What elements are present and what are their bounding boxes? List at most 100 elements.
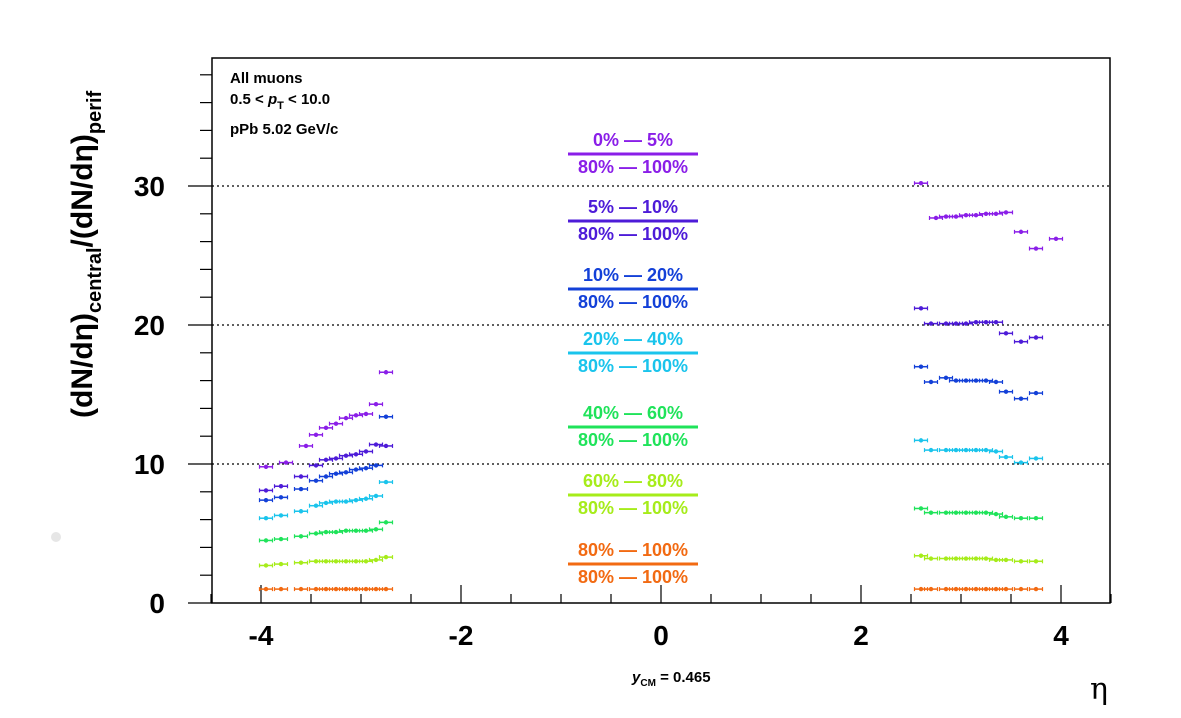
data-point-backward bbox=[333, 421, 339, 426]
legend-numerator: 40% — 60% bbox=[583, 403, 683, 423]
data-point-forward bbox=[993, 557, 999, 563]
pt-subscript: T bbox=[277, 100, 284, 112]
y-tick-label: 30 bbox=[134, 171, 165, 202]
legend-denominator: 80% — 100% bbox=[578, 498, 688, 518]
data-point-forward bbox=[953, 586, 959, 592]
data-point-backward bbox=[323, 425, 329, 431]
data-point-forward bbox=[918, 181, 924, 186]
data-point-forward bbox=[1003, 210, 1009, 215]
data-point-forward bbox=[1003, 514, 1009, 520]
data-point-forward bbox=[953, 378, 959, 383]
axis-ticks bbox=[188, 74, 1112, 604]
legend-denominator: 80% — 100% bbox=[578, 430, 688, 450]
data-point-backward bbox=[373, 527, 379, 532]
ycm-value: = 0.465 bbox=[656, 669, 711, 686]
legend-entry-0: 0% — 5% 80% — 100% bbox=[568, 130, 698, 177]
data-point-backward bbox=[343, 415, 349, 421]
legend-numerator: 60% — 80% bbox=[583, 471, 683, 491]
data-point-forward bbox=[918, 553, 924, 558]
data-point-backward bbox=[353, 559, 359, 564]
data-point-backward bbox=[353, 452, 359, 457]
data-point-backward bbox=[333, 471, 339, 476]
data-point-backward bbox=[373, 493, 379, 499]
ratio-legend: 0% — 5%80% — 100%5% — 10%80% — 100%10% —… bbox=[568, 130, 698, 587]
data-point-backward bbox=[363, 449, 369, 454]
legend-numerator: 20% — 40% bbox=[583, 329, 683, 349]
data-point-forward bbox=[918, 506, 924, 511]
ycm-symbol: y bbox=[631, 669, 641, 686]
data-point-backward bbox=[323, 500, 329, 506]
x-tick-label: -4 bbox=[249, 620, 274, 651]
data-point-forward bbox=[973, 212, 979, 218]
data-point-forward bbox=[993, 379, 999, 385]
data-point-backward bbox=[278, 536, 284, 542]
data-point-forward bbox=[953, 214, 959, 219]
legend-denominator: 80% — 100% bbox=[578, 356, 688, 376]
data-point-forward bbox=[983, 211, 989, 216]
data-point-forward bbox=[1033, 390, 1039, 396]
series-3 bbox=[258, 438, 1044, 521]
data-point-backward bbox=[383, 520, 389, 525]
data-point-forward bbox=[963, 447, 969, 453]
data-point-forward bbox=[973, 320, 979, 325]
data-point-backward bbox=[373, 442, 379, 447]
data-point-forward bbox=[963, 556, 969, 561]
data-point-forward bbox=[963, 510, 969, 515]
smudge-mark bbox=[51, 532, 61, 542]
data-point-backward bbox=[313, 463, 319, 468]
data-point-forward bbox=[963, 586, 969, 592]
data-point-backward bbox=[298, 534, 304, 539]
data-point-forward bbox=[918, 306, 924, 311]
data-point-backward bbox=[343, 528, 349, 533]
data-point-forward bbox=[928, 510, 934, 515]
data-point-backward bbox=[333, 529, 339, 535]
data-point-backward bbox=[323, 474, 329, 479]
data-point-forward bbox=[1018, 516, 1024, 521]
data-point-backward bbox=[373, 586, 379, 592]
data-point-forward bbox=[943, 375, 949, 381]
data-point-forward bbox=[1033, 456, 1039, 461]
x-tick-label: 4 bbox=[1053, 620, 1069, 651]
data-point-forward bbox=[993, 320, 999, 325]
y-label-part-1: (dN/dη) bbox=[66, 313, 99, 418]
legend-entry-3: 20% — 40% 80% — 100% bbox=[568, 329, 698, 376]
data-point-backward bbox=[353, 528, 359, 533]
data-point-forward bbox=[928, 586, 934, 592]
data-point-backward bbox=[298, 486, 304, 492]
data-point-backward bbox=[313, 432, 319, 438]
data-point-forward bbox=[1003, 389, 1009, 394]
pt-symbol: p bbox=[267, 91, 277, 108]
data-point-backward bbox=[353, 467, 359, 472]
data-point-backward bbox=[263, 538, 269, 543]
data-point-forward bbox=[973, 378, 979, 383]
data-point-forward bbox=[928, 447, 934, 453]
data-point-backward bbox=[373, 557, 379, 563]
data-point-forward bbox=[1018, 339, 1024, 344]
data-point-backward bbox=[278, 586, 284, 592]
data-point-forward bbox=[1003, 557, 1009, 563]
data-point-backward bbox=[333, 586, 339, 592]
data-point-backward bbox=[298, 586, 304, 592]
y-tick-label: 0 bbox=[149, 588, 165, 619]
data-point-forward bbox=[943, 214, 949, 219]
data-point-backward bbox=[383, 554, 389, 560]
data-point-backward bbox=[313, 586, 319, 592]
data-point-forward bbox=[1018, 229, 1024, 235]
data-point-forward bbox=[973, 586, 979, 592]
data-point-backward bbox=[323, 529, 329, 535]
x-tick-label: 2 bbox=[853, 620, 869, 651]
data-point-backward bbox=[343, 470, 349, 475]
data-point-forward bbox=[1018, 586, 1024, 592]
data-point-backward bbox=[283, 460, 289, 465]
ycm-annotation: yCM = 0.465 bbox=[631, 669, 711, 689]
y-tick-label: 20 bbox=[134, 310, 165, 341]
data-point-backward bbox=[263, 488, 269, 493]
data-point-forward bbox=[983, 447, 989, 453]
series-6 bbox=[258, 586, 1044, 592]
ycm-subscript: CM bbox=[640, 678, 656, 689]
data-point-forward bbox=[993, 511, 999, 517]
data-point-backward bbox=[323, 457, 329, 463]
data-point-backward bbox=[263, 464, 269, 469]
data-point-backward bbox=[363, 559, 369, 564]
data-point-forward bbox=[973, 447, 979, 453]
